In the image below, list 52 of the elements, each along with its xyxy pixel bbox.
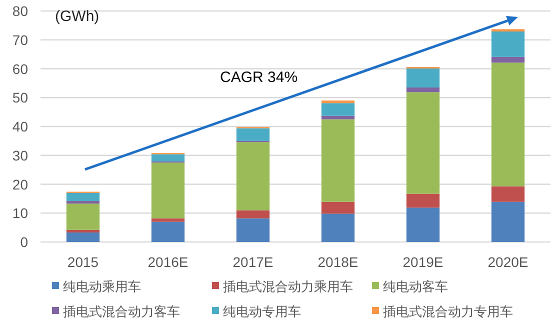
y-tick-label: 70 bbox=[12, 32, 28, 48]
bar bbox=[66, 232, 100, 242]
y-tick-label: 80 bbox=[12, 3, 28, 19]
bar bbox=[151, 222, 185, 242]
bar bbox=[491, 202, 525, 242]
bar bbox=[491, 56, 525, 63]
y-tick-label: 50 bbox=[12, 90, 28, 106]
bar bbox=[321, 116, 355, 120]
bar bbox=[321, 214, 355, 242]
legend-label: 插电式混合动力客车 bbox=[63, 304, 180, 319]
x-tick-label: 2020E bbox=[488, 254, 528, 270]
x-tick-label: 2016E bbox=[148, 254, 188, 270]
bar bbox=[491, 62, 525, 186]
bar bbox=[406, 88, 440, 92]
y-tick-label: 60 bbox=[12, 60, 28, 77]
bar bbox=[406, 68, 440, 88]
bar bbox=[151, 154, 185, 162]
y-tick-label: 30 bbox=[12, 147, 28, 164]
legend-label: 纯电动专用车 bbox=[223, 304, 301, 319]
x-tick-label: 2015 bbox=[67, 254, 99, 270]
x-tick-label: 2019E bbox=[402, 254, 444, 270]
bar bbox=[151, 162, 185, 218]
bar bbox=[236, 142, 270, 210]
annotation: CAGR 34% bbox=[220, 69, 298, 86]
x-tick-label: 2018E bbox=[318, 254, 358, 270]
bar bbox=[66, 200, 100, 204]
bar bbox=[321, 202, 355, 214]
bar bbox=[236, 128, 270, 141]
bar bbox=[236, 210, 270, 218]
y-axis-title: (GWh) bbox=[55, 8, 100, 25]
y-tick-label: 40 bbox=[12, 118, 28, 134]
bar bbox=[151, 218, 185, 222]
bar bbox=[66, 230, 100, 232]
y-tick-label: 0 bbox=[20, 234, 28, 250]
x-tick-label: 2017E bbox=[232, 254, 274, 270]
legend-label: 插电式混合动力乘用车 bbox=[223, 279, 353, 294]
bar bbox=[66, 192, 100, 201]
bar bbox=[236, 218, 270, 242]
bar bbox=[66, 204, 100, 230]
y-tick-label: 20 bbox=[12, 176, 28, 192]
bar bbox=[321, 100, 355, 104]
bar bbox=[321, 119, 355, 202]
bar bbox=[321, 103, 355, 116]
legend-label: 纯电动乘用车 bbox=[63, 279, 141, 294]
y-tick-label: 10 bbox=[12, 205, 28, 222]
bar bbox=[491, 186, 525, 202]
bar bbox=[406, 194, 440, 208]
legend-label: 纯电动客车 bbox=[383, 279, 448, 294]
legend-label: 插电式混合动力专用车 bbox=[383, 304, 513, 319]
bar bbox=[491, 32, 525, 57]
bar bbox=[406, 208, 440, 242]
bar bbox=[406, 92, 440, 194]
